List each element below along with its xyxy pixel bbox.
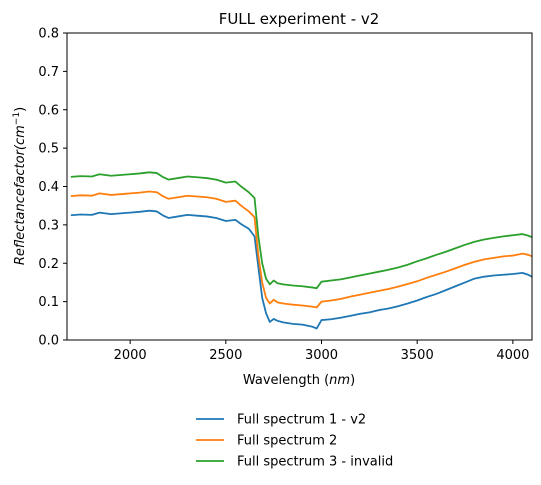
y-tick-label: 0.1	[38, 295, 59, 310]
legend: Full spectrum 1 - v2 Full spectrum 2 Full …	[196, 413, 393, 470]
legend-label-2: Full spectrum 2	[237, 434, 337, 449]
x-axis-label-unit: nm	[329, 373, 350, 388]
x-tick-label: 3000	[305, 348, 338, 363]
x-tick-label: 4000	[496, 348, 529, 363]
legend-label-1: Full spectrum 1 - v2	[237, 413, 366, 428]
y-tick-label: 0.0	[38, 334, 59, 349]
series-layer	[70, 171, 533, 330]
y-tick-label: 0.3	[38, 218, 59, 233]
y-tick-label: 0.2	[38, 257, 59, 272]
x-tick-label: 2500	[209, 348, 242, 363]
series-line-2	[70, 190, 533, 309]
plot-area	[67, 33, 532, 340]
x-axis-ticks: 2000 2500 3000 3500 4000	[114, 340, 529, 363]
y-axis-label-exp: −1	[12, 112, 22, 125]
x-axis-label: Wavelength (nm)	[243, 373, 355, 388]
y-tick-label: 0.4	[38, 180, 59, 195]
y-axis-label-tail: )	[13, 107, 28, 112]
series-line-3	[70, 171, 533, 290]
y-axis-ticks: 0.0 0.1 0.2 0.3 0.4 0.5 0.6 0.7 0.8	[38, 27, 67, 349]
chart-title: FULL experiment - v2	[219, 10, 380, 28]
legend-label-3: Full spectrum 3 - invalid	[237, 455, 393, 470]
x-axis-label-tail: )	[350, 373, 355, 388]
y-tick-label: 0.5	[38, 142, 59, 157]
series-line-1	[70, 209, 533, 330]
y-axis-label-main: Reflectancefactor(	[13, 144, 28, 265]
x-tick-label: 2000	[114, 348, 147, 363]
x-tick-label: 3500	[401, 348, 434, 363]
y-axis-label: Reflectancefactor(cm−1)	[12, 107, 28, 265]
x-axis-label-main: Wavelength (	[243, 373, 329, 388]
y-tick-label: 0.8	[38, 27, 59, 42]
y-tick-label: 0.7	[38, 65, 59, 80]
y-tick-label: 0.6	[38, 103, 59, 118]
y-axis-label-unit: cm	[13, 125, 28, 145]
